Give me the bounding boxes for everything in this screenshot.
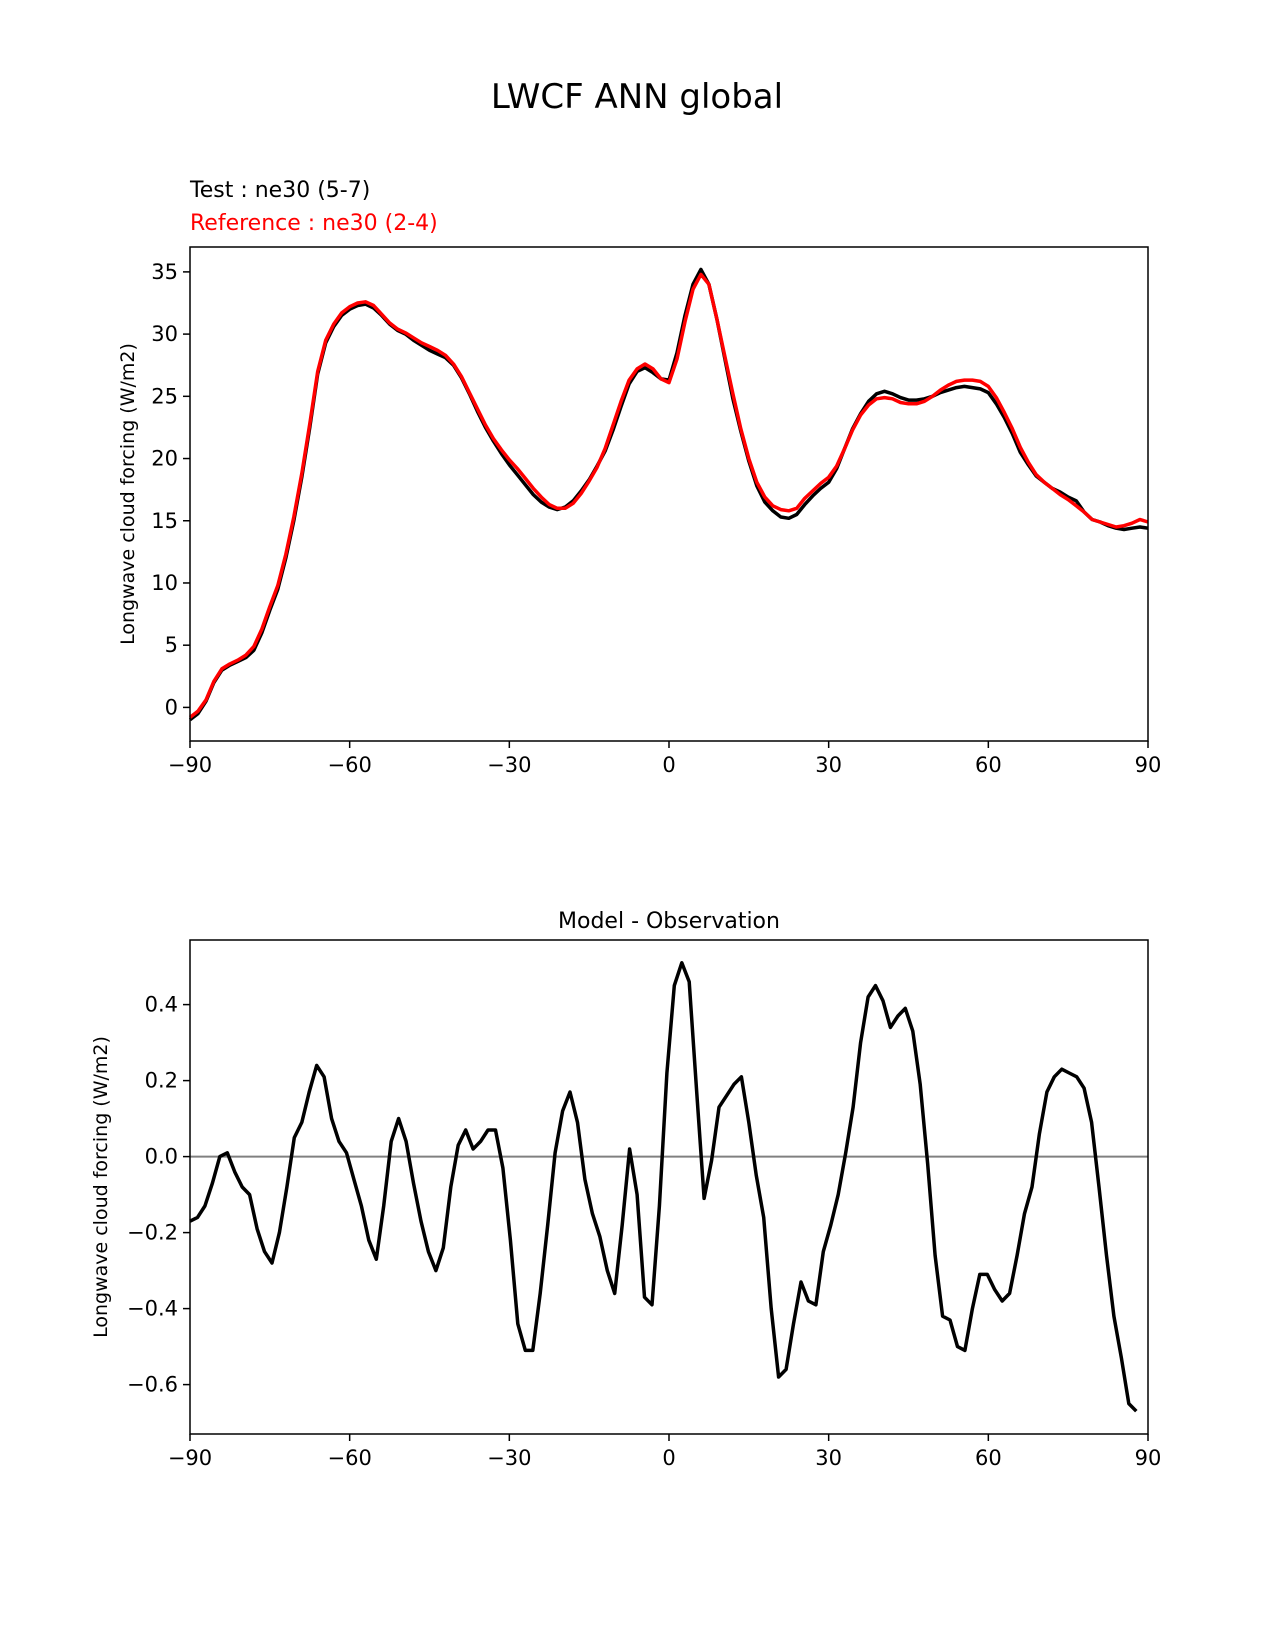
top-y-tick-label: 0 (165, 695, 178, 719)
bottom-y-axis-label: Longwave cloud forcing (W/m2) (90, 1036, 112, 1338)
top-series-line-1 (188, 272, 1149, 719)
bottom-axis-ticks: −90 −60 −30 0 30 60 90 −0.6 −0.4 −0.2 0.0 0.2 0.4 (127, 993, 1161, 1470)
top-y-tick-label: 15 (151, 509, 178, 533)
legend-reference-label: Reference : ne30 (2-4) (190, 211, 438, 236)
top-x-tick-label: −60 (328, 753, 372, 777)
top-y-tick-label: 30 (151, 322, 178, 346)
top-y-tick-label: 10 (151, 571, 178, 595)
bottom-panel: Model - Observation −90 −60 −30 0 30 60 90 −0.6… (90, 909, 1161, 1470)
bottom-x-tick-label: −60 (328, 1446, 372, 1470)
top-x-tick-label: −30 (487, 753, 531, 777)
bottom-y-tick-label: 0.0 (145, 1145, 178, 1169)
top-axis-ticks: −90 −60 −30 0 30 60 90 0 5 10 15 20 25 30 35 (151, 260, 1161, 777)
top-y-tick-label: 35 (151, 260, 178, 284)
top-y-tick-label: 25 (151, 384, 178, 408)
bottom-x-tick-label: 30 (815, 1446, 842, 1470)
bottom-x-tick-label: −90 (168, 1446, 212, 1470)
bottom-y-tick-label: −0.2 (127, 1221, 178, 1245)
top-y-tick-label: 5 (165, 633, 178, 657)
bottom-x-tick-label: 60 (975, 1446, 1002, 1470)
top-plot-frame (189, 246, 1149, 742)
bottom-y-tick-label: −0.4 (127, 1297, 178, 1321)
legend-test-label: Test : ne30 (5-7) (189, 178, 370, 203)
top-x-tick-label: 60 (975, 753, 1002, 777)
top-panel: Test : ne30 (5-7) Reference : ne30 (2-4)… (117, 178, 1161, 777)
top-x-tick-label: 0 (662, 753, 675, 777)
top-x-tick-label: 90 (1135, 753, 1162, 777)
top-y-tick-label: 20 (151, 447, 178, 471)
top-x-tick-label: 30 (815, 753, 842, 777)
bottom-series-line-0 (189, 961, 1138, 1413)
bottom-x-tick-label: −30 (487, 1446, 531, 1470)
top-y-axis-label: Longwave cloud forcing (W/m2) (117, 343, 139, 645)
figure-title: LWCF ANN global (491, 77, 783, 117)
bottom-plot-title: Model - Observation (558, 909, 780, 934)
bottom-plot-series (189, 961, 1148, 1413)
top-plot-series (188, 267, 1149, 722)
bottom-x-tick-label: 0 (662, 1446, 675, 1470)
bottom-plot-frame (189, 939, 1149, 1435)
bottom-y-tick-label: −0.6 (127, 1373, 178, 1397)
bottom-y-tick-label: 0.2 (145, 1069, 178, 1093)
bottom-y-tick-label: 0.4 (145, 993, 178, 1017)
top-x-tick-label: −90 (168, 753, 212, 777)
bottom-x-tick-label: 90 (1135, 1446, 1162, 1470)
